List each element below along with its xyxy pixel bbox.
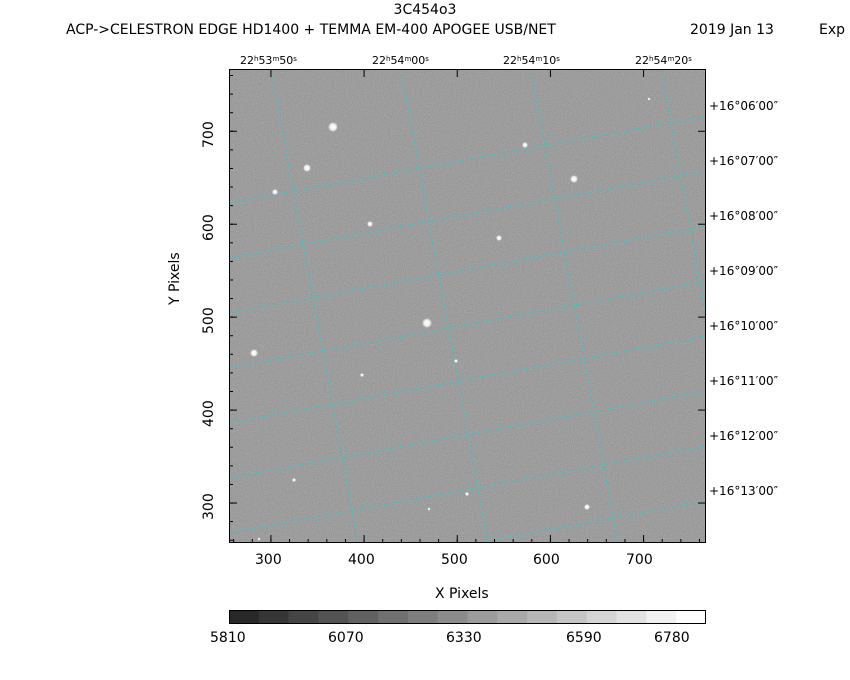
ra-grid-line <box>270 69 359 543</box>
dec-label: +16°13′00″ <box>709 484 779 498</box>
star <box>303 164 311 172</box>
dec-label: +16°07′00″ <box>709 154 779 168</box>
colorbar-step <box>497 610 528 624</box>
colorbar-step <box>288 610 319 624</box>
dec-label: +16°12′00″ <box>709 429 779 443</box>
ra-label: 22h54m00s <box>372 54 429 67</box>
star <box>465 492 469 496</box>
image-title: 3C454o3 <box>393 2 457 18</box>
ra-grid-line <box>530 69 619 543</box>
colorbar-step <box>378 610 409 624</box>
dec-grid-line <box>229 335 706 424</box>
colorbar-step <box>437 610 468 624</box>
dec-grid-line <box>229 280 706 369</box>
ra-label: 22h54m20s <box>635 54 692 67</box>
coordinate-grid <box>229 69 706 543</box>
ra-grid-line <box>660 69 706 318</box>
x-axis-label: X Pixels <box>435 586 489 602</box>
dec-label: +16°10′00″ <box>709 319 779 333</box>
star <box>454 359 458 363</box>
sky-noise <box>229 69 706 543</box>
colorbar-tick-label: 6590 <box>566 630 602 646</box>
plot-frame <box>229 69 706 543</box>
exposure-label: Exp <box>819 22 846 38</box>
dec-label: +16°08′00″ <box>709 209 779 223</box>
dec-grid-line <box>229 225 706 314</box>
star <box>570 175 578 183</box>
x-tick-label: 500 <box>441 552 468 568</box>
star <box>328 122 338 132</box>
colorbar-step <box>676 610 706 624</box>
star <box>272 189 278 195</box>
x-tick-label: 700 <box>626 552 653 568</box>
colorbar <box>229 610 706 624</box>
dec-grid-line <box>229 170 706 259</box>
y-tick-label: 400 <box>201 400 217 427</box>
colorbar-step <box>348 610 379 624</box>
observation-date: 2019 Jan 13 <box>690 22 774 38</box>
ra-label: 22h53m50s <box>240 54 297 67</box>
star <box>496 235 502 241</box>
star <box>257 537 261 541</box>
star <box>647 97 651 101</box>
dec-grid-line <box>471 500 706 543</box>
star <box>427 507 431 511</box>
y-tick-label: 300 <box>201 493 217 520</box>
star <box>367 221 373 227</box>
colorbar-step <box>318 610 349 624</box>
x-tick-label: 600 <box>533 552 560 568</box>
sky-image-plot[interactable] <box>229 69 706 543</box>
colorbar-step <box>258 610 290 624</box>
colorbar-step <box>467 610 498 624</box>
y-tick-label: 600 <box>201 214 217 241</box>
star-field <box>250 97 651 541</box>
instrument-subtitle: ACP->CELESTRON EDGE HD1400 + TEMMA EM-40… <box>66 22 556 38</box>
ra-label: 22h54m10s <box>503 54 560 67</box>
colorbar-step <box>229 610 260 624</box>
dec-label: +16°11′00″ <box>709 374 779 388</box>
star <box>422 318 432 328</box>
colorbar-step <box>556 610 588 624</box>
y-tick-label: 500 <box>201 307 217 334</box>
star <box>250 349 258 357</box>
dec-grid-line <box>229 445 706 534</box>
star <box>584 504 590 510</box>
colorbar-step <box>616 610 647 624</box>
ra-grid-line <box>400 69 489 543</box>
star <box>360 373 364 377</box>
dec-label: +16°09′00″ <box>709 264 779 278</box>
y-tick-label: 700 <box>201 121 217 148</box>
dec-label: +16°06′00″ <box>709 99 779 113</box>
colorbar-step <box>586 610 618 624</box>
colorbar-step <box>527 610 558 624</box>
colorbar-step <box>407 610 439 624</box>
star <box>292 478 296 482</box>
y-axis-label: Y Pixels <box>167 252 183 305</box>
colorbar-step <box>646 610 677 624</box>
colorbar-tick-label: 6330 <box>446 630 482 646</box>
axis-ticks <box>229 69 706 543</box>
colorbar-tick-label: 5810 <box>210 630 246 646</box>
x-tick-label: 300 <box>255 552 282 568</box>
colorbar-tick-label: 6070 <box>328 630 364 646</box>
x-tick-label: 400 <box>348 552 375 568</box>
dec-grid-line <box>229 390 706 479</box>
colorbar-tick-label: 6780 <box>654 630 690 646</box>
star <box>522 142 528 148</box>
